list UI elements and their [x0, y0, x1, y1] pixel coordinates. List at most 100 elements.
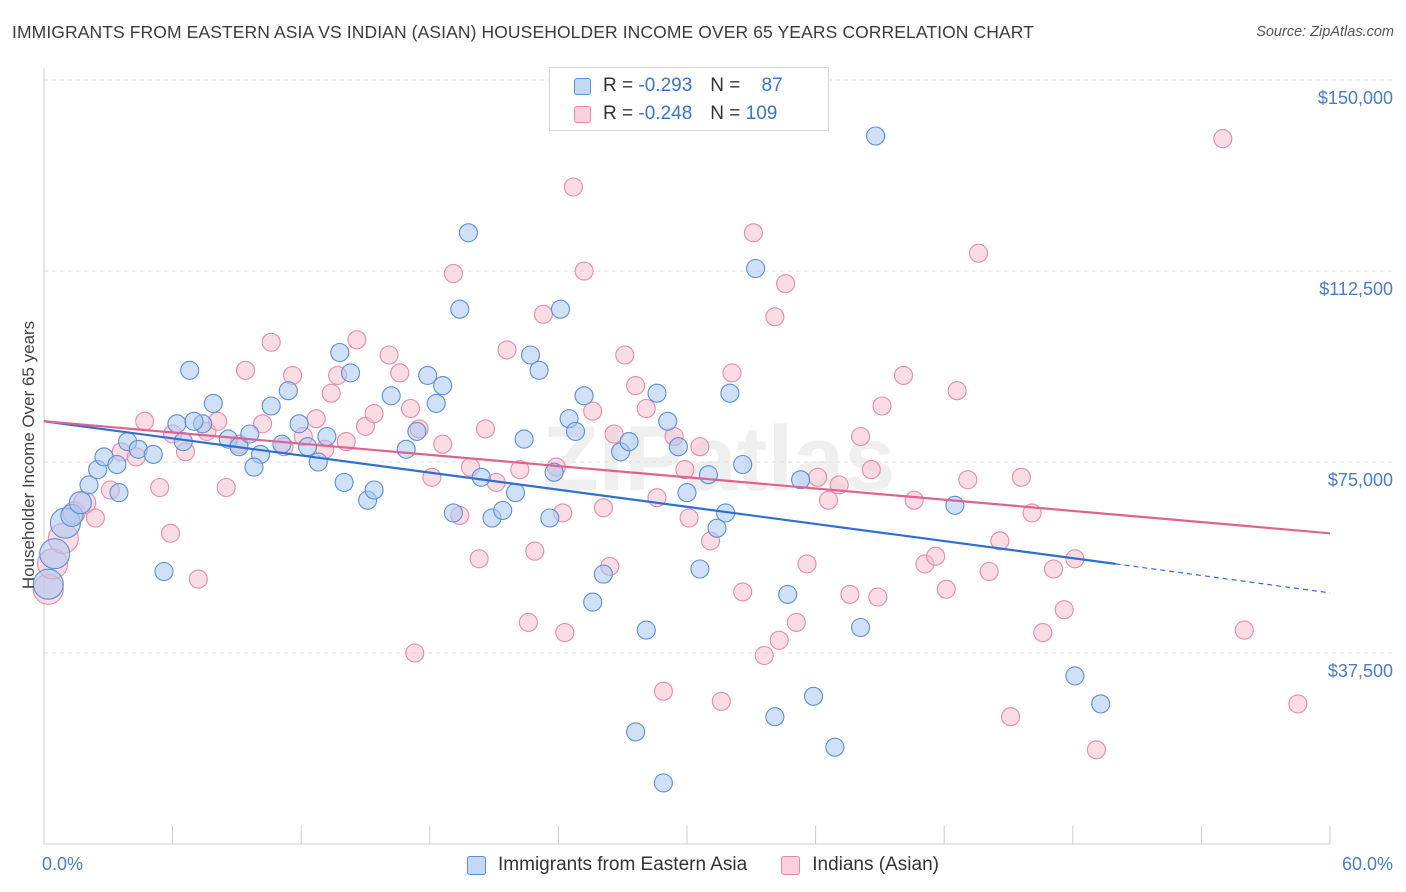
data-point	[958, 470, 978, 490]
data-point	[1213, 129, 1233, 149]
data-point	[550, 299, 571, 319]
data-point	[893, 365, 914, 385]
data-point	[626, 722, 646, 742]
data-point	[379, 345, 399, 365]
data-point	[765, 307, 785, 327]
legend-item-eastern-asia[interactable]: Immigrants from Eastern Asia	[467, 851, 747, 879]
data-point	[150, 477, 170, 498]
data-point	[469, 549, 489, 569]
legend-label-indians: Indians (Asian)	[812, 854, 939, 875]
data-point	[317, 426, 337, 447]
data-point	[866, 126, 886, 146]
data-point	[32, 568, 64, 600]
source-credit: Source: ZipAtlas.com	[1256, 24, 1394, 40]
data-point	[786, 612, 806, 632]
legend-swatch-pink	[781, 855, 801, 875]
data-point	[154, 561, 174, 582]
data-point	[743, 223, 763, 243]
data-point	[443, 503, 463, 523]
data-point	[79, 475, 99, 495]
data-point	[1043, 559, 1064, 579]
data-point	[458, 223, 478, 243]
data-point	[433, 376, 453, 396]
data-point	[979, 561, 999, 582]
data-point	[990, 531, 1010, 551]
data-point	[244, 457, 264, 477]
x-tick-label: 60.0%	[1342, 854, 1393, 874]
data-point	[540, 508, 560, 528]
data-point	[1091, 694, 1111, 714]
y-axis-label: Householder Income Over 65 years	[19, 321, 38, 589]
y-tick-label: $112,500	[1319, 279, 1393, 299]
data-point	[278, 381, 298, 401]
data-point	[347, 330, 367, 350]
data-point	[364, 480, 384, 500]
data-point	[668, 437, 688, 457]
data-point	[722, 363, 742, 383]
data-point	[851, 617, 871, 638]
y-tick-label: $75,000	[1328, 470, 1393, 490]
data-point	[733, 582, 753, 602]
legend-r-label: R =	[603, 75, 634, 96]
data-point	[574, 386, 594, 406]
data-point	[818, 490, 839, 510]
data-point	[450, 299, 470, 319]
data-point	[677, 483, 697, 503]
data-point	[690, 559, 710, 579]
data-point	[765, 707, 785, 727]
data-point	[653, 681, 673, 701]
data-point	[604, 424, 624, 444]
legend-row-eastern-asia: R = -0.293 N = 87	[574, 72, 783, 100]
data-point	[533, 304, 553, 324]
data-point	[679, 508, 699, 528]
data-point	[647, 383, 667, 403]
data-point	[851, 426, 871, 447]
legend-item-indians[interactable]: Indians (Asian)	[781, 851, 939, 879]
data-point	[390, 363, 410, 383]
legend-swatch-blue	[574, 77, 591, 95]
legend-n-value: 87	[761, 75, 783, 96]
data-point	[381, 386, 401, 406]
data-point	[330, 342, 350, 363]
x-tick-labels: 0.0% 60.0%	[42, 854, 1393, 874]
data-point	[840, 584, 860, 604]
data-point	[698, 465, 718, 485]
data-point	[746, 258, 766, 279]
data-point	[160, 523, 181, 543]
data-point	[68, 491, 92, 515]
data-point	[334, 472, 354, 492]
legend-n-value: 109	[745, 103, 778, 124]
data-point	[720, 383, 740, 403]
data-point	[321, 383, 341, 403]
data-point	[619, 432, 639, 452]
data-point	[636, 398, 656, 419]
data-point	[418, 365, 438, 385]
data-point	[936, 579, 956, 599]
data-point	[471, 467, 491, 487]
correlation-legend: R = -0.293 N = 87 R = -0.248 N = 109	[549, 67, 829, 131]
data-point	[947, 381, 967, 401]
data-point	[872, 396, 892, 416]
data-point	[514, 429, 534, 449]
series-immigrants-eastern-asia	[32, 126, 1111, 793]
trend-line-indians	[43, 420, 1331, 535]
data-point	[107, 454, 127, 475]
data-point	[1054, 600, 1074, 620]
data-point	[778, 584, 798, 604]
data-point	[184, 411, 204, 431]
data-point	[85, 508, 105, 528]
x-tick-label: 0.0%	[42, 854, 83, 874]
data-point	[364, 404, 384, 424]
data-point	[653, 773, 673, 793]
y-tick-labels: $37,500 $75,000 $112,500 $150,000	[1318, 88, 1393, 681]
data-point	[272, 434, 292, 454]
data-point	[776, 274, 796, 294]
data-point	[636, 620, 656, 640]
data-point	[135, 411, 155, 431]
trend-line-eastern-asia-extension	[1115, 563, 1331, 594]
legend-r-value: -0.248	[638, 103, 693, 124]
data-point	[510, 460, 530, 480]
data-point	[188, 569, 208, 589]
data-point	[1086, 740, 1106, 760]
